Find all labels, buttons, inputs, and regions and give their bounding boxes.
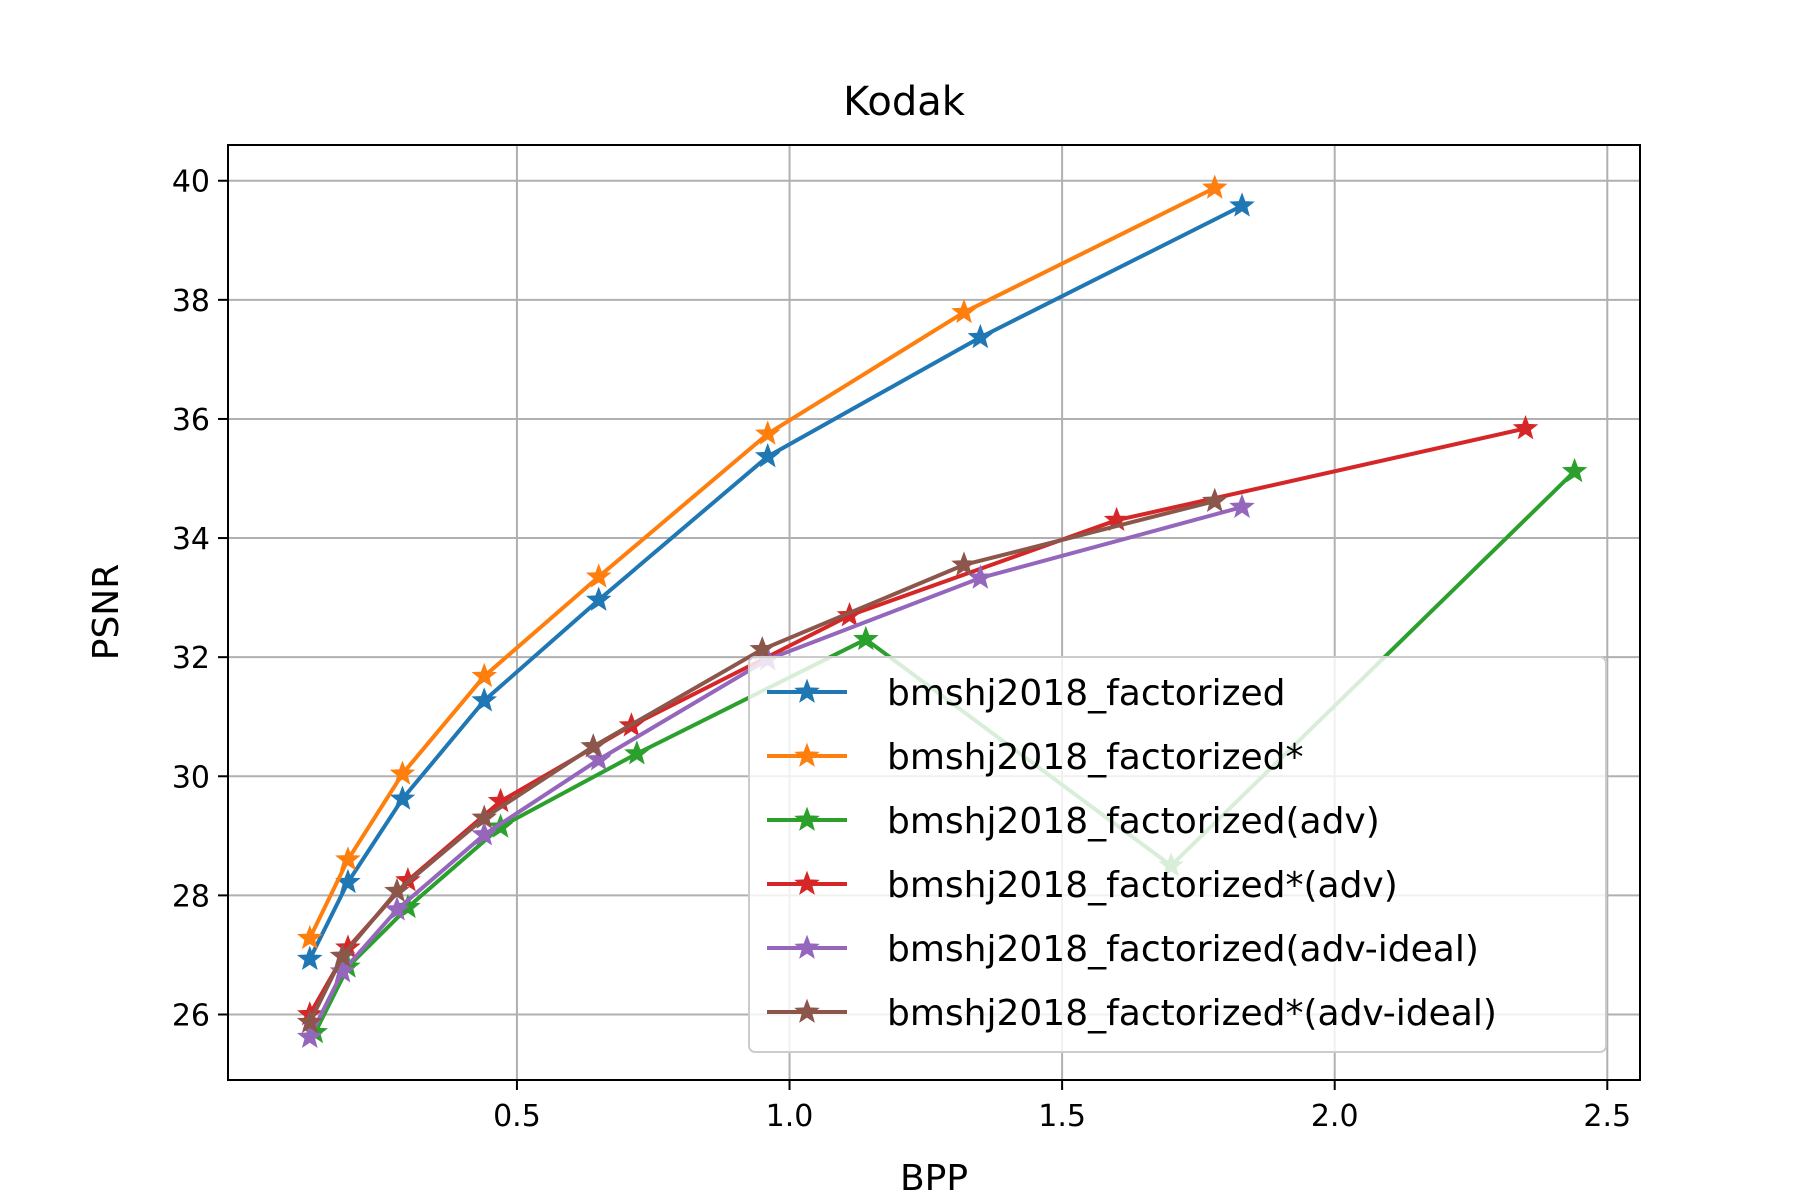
legend-label: bmshj2018_factorized(adv-ideal) [887, 929, 1479, 970]
data-point [1229, 493, 1255, 518]
data-point [580, 733, 607, 758]
legend-marker [794, 742, 820, 767]
legend-marker [794, 870, 820, 895]
data-point [585, 586, 612, 611]
data-point [951, 551, 977, 576]
y-tick-label: 30 [172, 760, 210, 795]
data-point [329, 958, 356, 983]
legend-marker [794, 934, 820, 959]
y-tick-label: 26 [172, 998, 210, 1033]
x-tick-label: 0.5 [493, 1099, 541, 1134]
y-tick-label: 34 [172, 522, 210, 557]
legend: bmshj2018_factorized bmshj2018_factorized… [748, 656, 1607, 1053]
data-point [471, 804, 497, 829]
legend-marker [794, 806, 820, 831]
data-point [853, 625, 879, 651]
plot-frame [227, 144, 1641, 1081]
data-point [754, 420, 781, 445]
data-point [389, 760, 416, 785]
data-point [951, 298, 977, 324]
data-point [967, 564, 994, 589]
legend-box [748, 656, 1607, 1053]
y-tick-label: 28 [172, 879, 210, 914]
data-point [384, 877, 410, 903]
data-point [297, 1023, 323, 1048]
data-point [585, 746, 612, 771]
chart-title: Kodak [843, 79, 966, 125]
legend-marker [794, 678, 820, 703]
y-axis-label: PSNR [86, 564, 127, 661]
series-bmshj2018_factorized [297, 192, 1255, 970]
data-point [297, 1008, 323, 1034]
series-line [307, 186, 1216, 940]
x-tick-label: 2.0 [1311, 1099, 1359, 1134]
data-point [754, 443, 781, 468]
series-layer [297, 174, 1588, 1048]
data-point [329, 942, 356, 967]
series-line [307, 203, 1243, 960]
legend-label: bmshj2018_factorized*(adv) [887, 865, 1398, 906]
data-point [1201, 487, 1228, 512]
data-point [389, 785, 416, 810]
y-tick-label: 36 [172, 403, 210, 438]
legend-label: bmshj2018_factorized(adv) [887, 801, 1380, 842]
data-point [967, 323, 994, 349]
data-point [335, 846, 361, 871]
legend-label: bmshj2018_factorized*(adv-ideal) [887, 993, 1497, 1034]
data-point [471, 821, 497, 846]
y-tick-label: 38 [172, 284, 210, 319]
series-bmshj2018_factorized* [297, 174, 1228, 950]
data-point [1229, 192, 1255, 217]
data-point [1201, 174, 1228, 199]
data-point [1561, 457, 1588, 483]
series-line [307, 505, 1243, 1039]
legend-label: bmshj2018_factorized* [887, 737, 1303, 778]
data-point [297, 924, 323, 950]
data-point [471, 662, 497, 688]
legend-marker [794, 998, 820, 1023]
series-bmshj2018_factorized*(adv-ideal) [297, 487, 1228, 1034]
data-point [471, 687, 497, 712]
x-axis-label: BPP [900, 1158, 968, 1199]
x-tick-label: 1.0 [766, 1099, 814, 1134]
data-point [297, 945, 323, 970]
data-point [384, 896, 410, 921]
data-point [624, 740, 650, 765]
y-tick-label: 32 [172, 641, 210, 676]
data-point [749, 635, 776, 661]
data-point [1512, 415, 1539, 440]
tick-layer: 0.5 1.0 1.5 2.0 2.5 26 28 30 32 34 36 38 40 [172, 165, 1631, 1134]
x-tick-label: 2.5 [1583, 1099, 1631, 1134]
x-tick-label: 1.5 [1038, 1099, 1086, 1134]
legend-label: bmshj2018_factorized [887, 673, 1285, 714]
data-point [585, 563, 612, 588]
series-line [307, 499, 1216, 1024]
y-tick-label: 40 [172, 165, 210, 200]
